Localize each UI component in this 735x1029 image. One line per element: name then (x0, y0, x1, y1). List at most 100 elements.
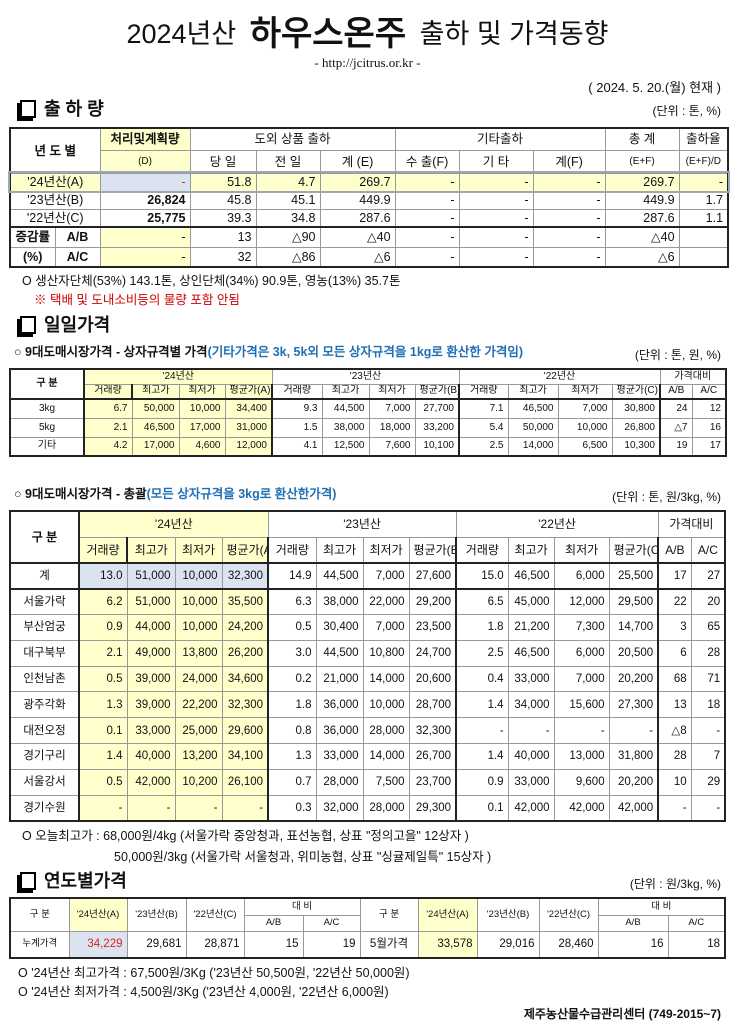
cell: 19 (659, 436, 693, 457)
header-2023: '23년산(B) (126, 897, 187, 932)
table-row: 기타 4.2 17,000 4,600 12,000 4.1 12,500 7,600 10,1… (9, 436, 727, 457)
by-size-price-table: 구 분 '24년산 '23년산 '22년산 가격대비 거래량 최고가 최저가 평균가(A) 거래량… (9, 368, 727, 457)
cell: 35,500 (221, 588, 270, 616)
cell: 14,000 (507, 436, 559, 457)
section-title: 출 하 량 (44, 99, 104, 119)
cell: 13,200 (174, 743, 223, 770)
table-row: 3kg 6.7 50,000 10,000 34,400 9.3 44,500 7,000 27… (9, 398, 727, 419)
row-label: 대구북부 (9, 639, 80, 667)
section-title: 연도별가격 (44, 871, 127, 891)
section-shipment: 출 하 량 (20, 98, 104, 120)
header-domestic: 도외 상품 출하 (189, 127, 396, 151)
cell: 44,000 (126, 614, 176, 641)
cell: 10,200 (174, 768, 223, 796)
cell: 51,000 (126, 562, 176, 590)
cell: 29 (690, 768, 726, 796)
cell: 7,000 (362, 562, 410, 590)
row-label: A/B (54, 226, 101, 248)
shipment-table: 년 도 별 처리및계획량 도외 상품 출하 기타출하 총 계 출하율 (D) 당… (7, 127, 731, 268)
header-etc: 기 타 (458, 149, 534, 174)
cell: - (532, 226, 606, 248)
cell: 27,600 (408, 562, 458, 590)
cell: 1.7 (678, 190, 729, 210)
cell: - (690, 794, 726, 822)
cell: - (78, 794, 128, 822)
header-category: 구 분 (9, 897, 70, 932)
cell: 2.1 (83, 417, 133, 438)
cell: 269.7 (604, 172, 680, 192)
cell: - (532, 246, 606, 268)
table-row: '22년산(C) 25,775 39.3 34.8 287.6- - -287.6 1.1 (9, 208, 729, 228)
cell: 36,000 (315, 691, 364, 719)
cell: 20,500 (608, 639, 660, 667)
cell: - (458, 190, 534, 210)
cell: 32,300 (408, 717, 458, 745)
cell: 34,400 (224, 398, 273, 419)
cell: 29,681 (126, 930, 187, 959)
cell: - (532, 208, 606, 228)
shipment-note: O 생산자단체(53%) 143.1톤, 상인단체(34%) 90.9톤, 영농… (22, 274, 401, 288)
header-col: 거래량 (271, 383, 323, 400)
cell: 30,400 (315, 614, 364, 641)
row-label: A/C (54, 246, 101, 268)
cell: 10 (657, 768, 692, 796)
header-sum-e: 계 (E) (319, 149, 396, 174)
cell: 9.3 (271, 398, 323, 419)
cell: - (507, 717, 555, 745)
cell: 18 (667, 930, 726, 959)
cell: 28,000 (362, 717, 410, 745)
cell: 44,500 (321, 398, 370, 419)
cell: 7,000 (362, 614, 410, 641)
cell: - (657, 794, 692, 822)
row-label: '24년산(A) (9, 172, 101, 192)
header-2022: '22년산(C) (185, 897, 245, 932)
header-other: 기타출하 (394, 127, 606, 151)
cell: 28,871 (185, 930, 245, 959)
cell: 16 (597, 930, 669, 959)
cell: 0.3 (267, 794, 317, 822)
cell: 29,200 (408, 588, 458, 616)
cell: 13.0 (78, 562, 128, 590)
cell: △6 (604, 246, 680, 268)
cell: 1.1 (678, 208, 729, 228)
header-compare: 대 비 (243, 897, 361, 916)
cell: 6 (657, 639, 692, 667)
cell: 20 (690, 588, 726, 616)
cell: 29,300 (408, 794, 458, 822)
row-label: 기타 (9, 436, 85, 457)
checkbox-square-icon (20, 872, 36, 890)
cell: 38,000 (315, 588, 364, 616)
cell: △90 (255, 226, 321, 248)
section-title: 일일가격 (44, 315, 111, 335)
cell: 7,000 (557, 398, 613, 419)
row-label: 서울가락 (9, 588, 80, 616)
table-row: 5kg 2.1 46,500 17,000 31,000 1.5 38,000 18,000 3… (9, 417, 727, 438)
cell: 26,200 (221, 639, 270, 667)
header-col: 평균가(B) (408, 536, 458, 564)
row-label: '22년산(C) (9, 208, 101, 228)
table-row: 대구북부 2.1 49,000 13,800 26,200 3.0 44,500 10,800… (9, 639, 726, 667)
checkbox-square-icon (20, 100, 36, 118)
cell: 39,000 (126, 665, 176, 693)
cell: - (532, 190, 606, 210)
table-row: 경기구리 1.4 40,000 13,200 34,100 1.3 33,000 14,000… (9, 743, 726, 770)
cell: 4.1 (271, 436, 323, 457)
cell: 10,100 (414, 436, 460, 457)
cell: 22,000 (362, 588, 410, 616)
table-row: 증감률 A/B -13 △90 △40- - - △40 (9, 226, 729, 248)
cell: 4.2 (83, 436, 133, 457)
cell: 29,016 (476, 930, 540, 959)
unit-label: (단위 : 원/3kg, %) (629, 877, 721, 891)
cell: 7,000 (553, 665, 610, 693)
cell: 2.5 (455, 639, 509, 667)
cell: 33,000 (507, 665, 555, 693)
header-year: 년 도 별 (9, 127, 101, 174)
cell: 17 (657, 562, 692, 590)
cell: 15,600 (553, 691, 610, 719)
header-prev: 전 일 (255, 149, 321, 174)
cell: 22 (657, 588, 692, 616)
cell: 1.4 (78, 743, 128, 770)
subtitle: ○ 9대도매시장가격 - 상자규격별 가격 (14, 345, 208, 359)
header-col: 거래량 (83, 383, 133, 400)
cell: 34,600 (221, 665, 270, 693)
